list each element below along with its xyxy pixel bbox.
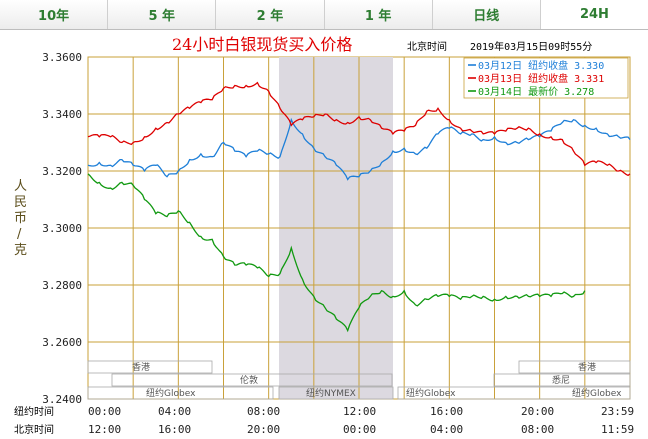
tab-2y[interactable]: 2 年 bbox=[216, 0, 325, 29]
globex-session-box-1 bbox=[87, 386, 274, 400]
bj-time-tick: 12:00 bbox=[88, 423, 121, 436]
series-line-1 bbox=[87, 117, 631, 181]
ny-time-tick: 04:00 bbox=[158, 405, 191, 418]
legend-entry: 03月12日 纽约收盘 3.330 bbox=[478, 59, 604, 72]
tab-24h[interactable]: 24H bbox=[540, 0, 648, 29]
ny-time-tick: 23:59 bbox=[601, 405, 634, 418]
bj-time-tick: 08:00 bbox=[521, 423, 554, 436]
london-session-label: 伦敦 bbox=[240, 374, 258, 386]
bj-time-tick: 16:00 bbox=[158, 423, 191, 436]
y-tick-label: 3.3600 bbox=[42, 51, 82, 64]
y-tick-label: 3.2400 bbox=[42, 393, 82, 406]
trading-sessions: 香港 香港 伦敦 悉尼 纽约Globex 纽约NYMEX 纽约Globex 纽约… bbox=[87, 360, 631, 400]
y-axis-label-char-5: 克 bbox=[14, 243, 27, 258]
y-tick-label: 3.2600 bbox=[42, 336, 82, 349]
globex-session-box-2 bbox=[397, 386, 631, 400]
bj-time-row-label: 北京时间 bbox=[14, 423, 54, 436]
ny-time-row-label: 纽约时间 bbox=[14, 405, 54, 418]
globex-session-label-3: 纽约Globex bbox=[572, 387, 622, 399]
period-tabs: 10年 5 年 2 年 1 年 日线 24H bbox=[0, 0, 648, 30]
timestamp: 2019年03月15日09时55分 bbox=[470, 40, 592, 53]
y-tick-label: 3.3200 bbox=[42, 165, 82, 178]
tab-10y[interactable]: 10年 bbox=[0, 0, 109, 29]
sydney-session-label: 悉尼 bbox=[552, 374, 570, 386]
legend-box bbox=[463, 57, 629, 99]
bj-time-tick: 11:59 bbox=[601, 423, 634, 436]
y-tick-labels: 3.3600 3.3400 3.3200 3.3000 3.2800 3.2600 3.24… bbox=[42, 51, 82, 406]
clock-label: 北京时间 bbox=[407, 40, 447, 53]
y-tick-label: 3.3400 bbox=[42, 108, 82, 121]
hongkong-session-label-2: 香港 bbox=[578, 361, 596, 373]
y-tick-label: 3.3000 bbox=[42, 222, 82, 235]
y-axis-label-char-1: 人 bbox=[14, 179, 27, 194]
chart-title: 24小时白银现货买入价格 bbox=[172, 35, 352, 54]
y-axis-label-char-3: 币 bbox=[14, 211, 27, 226]
tab-5y[interactable]: 5 年 bbox=[108, 0, 217, 29]
globex-session-label-2: 纽约Globex bbox=[406, 387, 456, 399]
hongkong-session-box-2 bbox=[518, 360, 631, 374]
hongkong-session-box bbox=[87, 360, 213, 374]
bj-time-tick: 00:00 bbox=[343, 423, 376, 436]
ny-time-tick: 20:00 bbox=[521, 405, 554, 418]
bj-time-tick: 04:00 bbox=[430, 423, 463, 436]
silver-price-chart: 香港 香港 伦敦 悉尼 纽约Globex 纽约NYMEX 纽约Globex 纽约… bbox=[14, 35, 634, 436]
london-session-box bbox=[111, 373, 393, 387]
y-axis-label-char-2: 民 bbox=[14, 195, 27, 210]
tab-daily[interactable]: 日线 bbox=[432, 0, 541, 29]
series-line-3 bbox=[87, 173, 586, 333]
bj-time-tick: 20:00 bbox=[247, 423, 280, 436]
series-line-2 bbox=[87, 81, 631, 177]
y-axis-label-char-4: / bbox=[17, 227, 22, 242]
grid bbox=[88, 57, 630, 399]
y-axis-label: 人 民 币 / 克 bbox=[14, 179, 27, 258]
series-lines bbox=[87, 81, 631, 333]
ny-time-tick: 00:00 bbox=[88, 405, 121, 418]
sydney-session-box bbox=[493, 373, 631, 387]
legend-entry: 03月13日 纽约收盘 3.331 bbox=[478, 72, 604, 85]
nymex-session-label: 纽约NYMEX bbox=[306, 387, 356, 399]
y-tick-label: 3.2800 bbox=[42, 279, 82, 292]
tab-1y[interactable]: 1 年 bbox=[324, 0, 433, 29]
x-tick-labels: 00:00 04:00 08:00 12:00 16:00 20:00 23:59 12:00… bbox=[88, 405, 634, 436]
nymex-session-box bbox=[278, 386, 394, 400]
globex-session-label-1: 纽约Globex bbox=[146, 387, 196, 399]
ny-time-tick: 16:00 bbox=[430, 405, 463, 418]
ny-time-tick: 12:00 bbox=[343, 405, 376, 418]
hongkong-session-label: 香港 bbox=[132, 361, 150, 373]
ny-time-tick: 08:00 bbox=[247, 405, 280, 418]
legend-entry: 03月14日 最新价 3.278 bbox=[478, 85, 594, 98]
